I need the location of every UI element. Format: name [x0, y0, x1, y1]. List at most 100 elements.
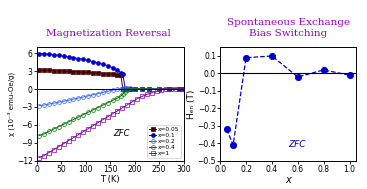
- x=0.05: [42, 69, 46, 71]
- x=1: [47, 151, 51, 154]
- x=0.2: [121, 87, 125, 89]
- x=1: [135, 98, 139, 100]
- x=1: [61, 143, 66, 145]
- x=1: [149, 91, 154, 94]
- x=0.1: [140, 88, 144, 90]
- x=0.2: [177, 88, 181, 90]
- x=0.05: [110, 73, 115, 75]
- x=0.4: [37, 134, 41, 137]
- x=0.4: [125, 89, 130, 91]
- x=0.2: [101, 91, 105, 94]
- x=0.4: [110, 99, 115, 101]
- x=0.1: [121, 73, 125, 75]
- x=0.4: [127, 88, 132, 90]
- x=1: [71, 136, 76, 139]
- x=0.1: [71, 57, 76, 59]
- x=0.4: [167, 88, 171, 90]
- x=0.2: [110, 89, 115, 91]
- Line: x=0.05: x=0.05: [37, 68, 185, 91]
- x=0.2: [57, 101, 61, 103]
- x=0.2: [52, 102, 56, 104]
- x=0.05: [105, 73, 110, 75]
- x=0.4: [71, 118, 76, 121]
- x=0.4: [181, 88, 186, 90]
- x=1: [66, 139, 71, 142]
- x=1: [164, 88, 168, 90]
- x=0.05: [86, 71, 90, 74]
- x=0.4: [157, 88, 161, 90]
- x=0.2: [42, 104, 46, 106]
- x=0.4: [81, 114, 86, 116]
- X-axis label: x: x: [285, 175, 291, 185]
- Text: ZFC: ZFC: [113, 129, 130, 138]
- x=0.2: [71, 98, 76, 100]
- x=0.05: [132, 88, 137, 90]
- Text: Spontaneous Exchange
Bias Switching: Spontaneous Exchange Bias Switching: [226, 18, 350, 38]
- x=0.1: [110, 66, 115, 69]
- x=1: [145, 93, 149, 95]
- x=0.05: [115, 74, 120, 76]
- x=0.05: [76, 71, 80, 73]
- x=0.1: [115, 69, 120, 71]
- x=0.4: [86, 111, 90, 113]
- x=0.1: [66, 56, 71, 58]
- x=0.4: [52, 128, 56, 130]
- x=0.1: [42, 53, 46, 55]
- x=1: [140, 95, 144, 98]
- x=0.1: [96, 62, 100, 64]
- x=0.4: [177, 88, 181, 90]
- x=0.4: [123, 91, 127, 93]
- x=1: [155, 90, 159, 92]
- x=1: [169, 88, 174, 90]
- x=1: [105, 116, 110, 118]
- x=0.4: [140, 88, 144, 90]
- x=0.05: [66, 70, 71, 72]
- x=0.1: [127, 88, 132, 90]
- x=0.05: [57, 70, 61, 72]
- x=0.05: [147, 88, 152, 90]
- x=0.2: [125, 87, 130, 89]
- x=0.2: [37, 105, 41, 107]
- x=0.1: [86, 59, 90, 62]
- x=0.05: [177, 88, 181, 90]
- x=0.4: [61, 123, 66, 125]
- x=0.05: [167, 88, 171, 90]
- x=0.1: [181, 88, 186, 90]
- x=0.2: [76, 97, 80, 99]
- x=1: [181, 88, 186, 90]
- x=0.4: [42, 133, 46, 135]
- Line: x=0.2: x=0.2: [37, 86, 185, 108]
- x=0.05: [101, 72, 105, 75]
- Line: x=0.4: x=0.4: [37, 87, 185, 138]
- Y-axis label: χ (10⁻³ emu-Oe/g): χ (10⁻³ emu-Oe/g): [8, 72, 15, 136]
- x=0.05: [52, 69, 56, 72]
- x=0.1: [101, 63, 105, 65]
- x=0.1: [177, 88, 181, 90]
- x=0.2: [127, 87, 132, 89]
- x=0.05: [181, 88, 186, 90]
- x=0.2: [61, 100, 66, 102]
- x=0.2: [81, 96, 86, 98]
- x=0.4: [76, 116, 80, 118]
- x=0.05: [91, 72, 95, 74]
- x=0.05: [157, 88, 161, 90]
- x=1: [174, 88, 178, 90]
- x=0.1: [91, 60, 95, 63]
- Y-axis label: Hₑₙ (T): Hₑₙ (T): [187, 89, 196, 119]
- x=1: [159, 89, 164, 91]
- x=0.2: [105, 90, 110, 92]
- x=1: [81, 131, 86, 133]
- x=0.2: [167, 88, 171, 90]
- x=0.05: [127, 88, 132, 90]
- x=0.2: [132, 88, 137, 90]
- x=0.05: [61, 70, 66, 72]
- x=1: [125, 104, 130, 106]
- x=0.2: [66, 99, 71, 101]
- x=0.2: [115, 88, 120, 90]
- x=0.2: [157, 88, 161, 90]
- x=0.4: [66, 121, 71, 123]
- x=0.1: [147, 88, 152, 90]
- x=0.1: [37, 52, 41, 55]
- x=0.1: [157, 88, 161, 90]
- x=1: [130, 101, 134, 103]
